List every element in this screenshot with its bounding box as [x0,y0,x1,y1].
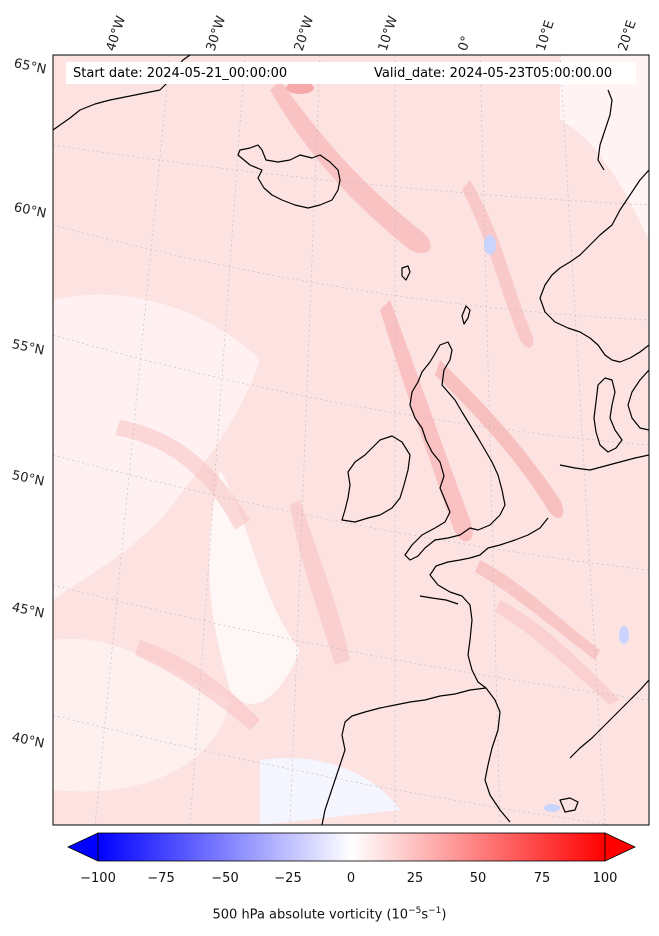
colorbar-tick-label: 75 [533,871,551,886]
map-frame [52,54,650,826]
mediterranean-coast [569,679,649,759]
vorticity-field [53,55,649,825]
info-box [66,62,636,84]
colorbar-tick-label: 25 [406,871,424,886]
iberia-coast [321,687,487,825]
colorbar-tick-label: −75 [147,871,175,886]
valid-date-text: Valid_date: 2024-05-23T05:00:00.00 [374,66,613,81]
sardinia-coast [559,797,579,813]
colorbar-tick-label: 100 [592,871,618,886]
colorbar-label-text: 500 hPa absolute vorticity (10 [212,907,409,923]
sweden-coast [627,369,649,431]
start-date-text: Start date: 2024-05-21_00:00:00 [73,66,288,81]
france-coast [429,517,549,689]
colorbar-label-exponent-2: −1 [428,906,442,916]
iceland-coast [237,144,341,209]
colorbar-tick-label: −100 [80,871,116,886]
colorbar-label: 500 hPa absolute vorticity (10−5s−1) [0,906,659,922]
faroe-coast [401,265,411,281]
iberia-east-coast [484,687,511,823]
colorbar-min-extend [67,832,99,862]
shetland-coast [461,305,471,325]
graticule [53,55,649,825]
colorbar-tick-label: 0 [346,871,356,886]
colorbar-label-unit: s [421,907,429,923]
colorbar-label-close: ) [441,907,447,923]
norway-coast [539,169,649,363]
colorbar-tick-label: 50 [469,871,487,886]
colorbar-label-exponent: −5 [408,906,422,916]
great-britain-coast [404,341,506,561]
ireland-coast [341,435,411,523]
europe-coast [559,454,649,471]
colorbar [67,832,636,862]
colorbar-body [97,832,606,862]
colorbar-max-extend [604,832,636,862]
norway-north-coast [597,89,613,171]
brittany-coast [419,595,459,605]
denmark-coast [593,377,623,453]
colorbar-tick-label: −25 [274,871,302,886]
colorbar-tick-label: −50 [211,871,239,886]
